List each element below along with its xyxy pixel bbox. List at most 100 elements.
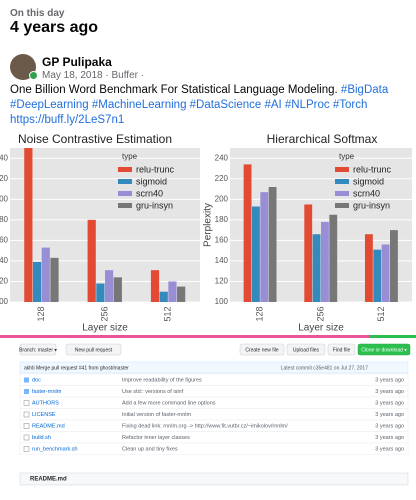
file-message: Refactor inner layer classes [122, 435, 190, 441]
legend-label: sigmoid [136, 176, 167, 186]
legend-label: relu-trunc [136, 164, 175, 174]
file-name[interactable]: LICENSE [32, 412, 56, 418]
button[interactable] [65, 343, 122, 356]
file-row [19, 385, 409, 398]
file-icon [23, 446, 30, 452]
bar [381, 244, 390, 302]
file-icon [23, 434, 30, 441]
file-name[interactable]: README.md [32, 423, 65, 429]
post-body: One Billion Word Benchmark For Statistic… [10, 84, 338, 96]
bar [32, 261, 42, 302]
bar [24, 148, 33, 302]
section-label: On this day [10, 8, 65, 19]
y-axis-label: Perplexity [203, 203, 214, 247]
button-label: Clone or download ▾ [361, 347, 407, 353]
file-row [19, 442, 409, 455]
y-tick-label: 200 [215, 194, 229, 203]
y-tick-label: 00 [0, 297, 9, 306]
y-tick-label: 20 [0, 174, 9, 183]
legend-label: relu-trunc [353, 164, 392, 174]
bar [41, 247, 50, 302]
bar [168, 281, 177, 302]
y-tick-label: 20 [0, 277, 9, 286]
file-name[interactable]: faster-rnnlm [32, 389, 62, 395]
file-row [19, 431, 409, 444]
button-label: Create new file [245, 347, 279, 353]
bar [87, 219, 96, 302]
button-label: New pull request [75, 347, 113, 353]
file-message: Use std:: versions of isinf [122, 389, 184, 395]
bar [177, 286, 186, 302]
bar [268, 187, 277, 302]
readme-header [19, 472, 409, 486]
legend-swatch [335, 167, 349, 172]
legend-label: scrn40 [353, 188, 380, 198]
y-tick-label: 00 [0, 194, 9, 203]
post-text: One Billion Word Benchmark For Statistic… [10, 83, 410, 128]
file-age: 3 years ago [375, 400, 404, 406]
file-icon [23, 423, 30, 429]
button[interactable] [19, 343, 57, 356]
progress-pink [0, 335, 370, 338]
legend-swatch [118, 167, 132, 172]
legend-swatch [335, 191, 349, 196]
button-label: Upload files [293, 347, 320, 353]
button-label: Find file [333, 347, 351, 353]
bar [113, 277, 122, 302]
x-axis-label: Layer size [82, 323, 128, 334]
bar [329, 214, 338, 302]
y-tick-label: 120 [215, 277, 229, 286]
file-icon [23, 400, 30, 406]
y-tick-label: 220 [215, 174, 229, 183]
legend-swatch [118, 179, 132, 184]
x-tick-label: 512 [376, 306, 386, 321]
button[interactable] [286, 343, 326, 356]
y-tick-label: 140 [215, 256, 229, 265]
x-tick-label: 512 [163, 306, 173, 321]
file-row [19, 408, 409, 421]
chart-title: Noise Contrastive Estimation [18, 133, 172, 146]
button[interactable] [239, 343, 285, 356]
file-age: 3 years ago [375, 423, 404, 429]
online-dot [29, 71, 38, 80]
chart-title: Hierarchical Softmax [267, 133, 378, 146]
file-message: Clean up and tiny fixes [122, 446, 178, 452]
folder-icon [24, 389, 29, 394]
file-name[interactable]: AUTHORS [32, 400, 59, 406]
commit-message: akhti Merge pull request #41 from ghost/… [24, 365, 129, 371]
readme-title: README.md [30, 477, 67, 483]
commit-bar [19, 361, 409, 374]
link[interactable]: https://buff.ly/2LeS7n1 [10, 114, 125, 126]
file-name[interactable]: doc [32, 377, 41, 383]
bar [105, 270, 114, 302]
progress-green [370, 335, 416, 338]
file-name[interactable]: build.sh [32, 435, 51, 441]
bar [159, 291, 168, 302]
y-tick-label: 180 [215, 215, 229, 224]
legend-title: type [339, 152, 355, 161]
bar [364, 234, 373, 302]
button[interactable] [327, 343, 356, 356]
button-label: Branch: master ▾ [19, 347, 57, 353]
bar [50, 257, 59, 302]
button[interactable] [357, 343, 411, 356]
legend-swatch [118, 203, 132, 208]
bar [304, 204, 313, 302]
file-age: 3 years ago [375, 412, 404, 418]
hashtags[interactable]: #BigData #DeepLearning #MachineLearning … [10, 84, 389, 111]
legend-label: gru-insyn [136, 200, 173, 210]
file-message: Add a few more command line options [122, 400, 216, 406]
section-title: 4 years ago [10, 19, 99, 36]
author[interactable]: GP Pulipaka [42, 55, 112, 69]
file-name[interactable]: run_benchmark.sh [32, 446, 78, 452]
x-tick-label: 256 [99, 306, 109, 321]
bar [251, 206, 260, 302]
file-row [19, 373, 409, 386]
file-icon [23, 411, 30, 418]
bar [373, 249, 382, 302]
latest-commit: Latest commit c35e481 on Jul 27, 2017 [281, 365, 368, 371]
x-axis-label: Layer size [298, 323, 344, 334]
y-tick-label: 60 [0, 236, 9, 245]
legend-swatch [118, 191, 132, 196]
